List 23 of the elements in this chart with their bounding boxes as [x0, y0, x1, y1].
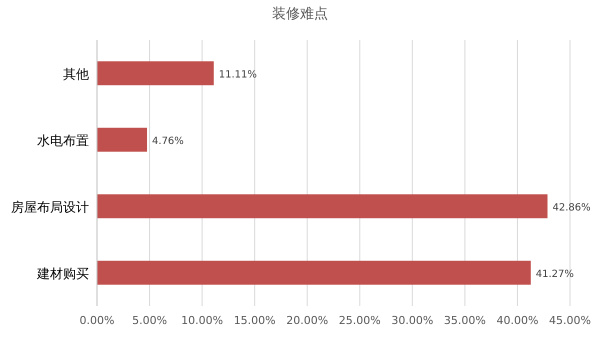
x-tick-label: 20.00% — [286, 314, 328, 327]
bar — [97, 61, 214, 86]
y-tick-label: 房屋布局设计 — [11, 199, 89, 216]
bar — [97, 128, 148, 152]
x-tick-label: 0.00% — [80, 314, 114, 327]
data-label: 4.76% — [152, 136, 184, 147]
chart-title: 装修难点 — [272, 6, 328, 22]
x-tick-label: 15.00% — [234, 314, 276, 327]
data-label: 42.86% — [552, 202, 591, 214]
x-tick-label: 25.00% — [338, 314, 381, 327]
x-tick-label: 45.00% — [549, 314, 591, 327]
x-tick-label: 30.00% — [391, 314, 434, 327]
x-tick-label: 5.00% — [132, 314, 168, 327]
y-tick-label: 建材购买 — [36, 266, 89, 282]
y-tick-label: 水电布置 — [37, 134, 89, 149]
x-tick-label: 35.00% — [444, 314, 486, 327]
y-tick-label: 其他 — [63, 67, 89, 82]
bar — [97, 260, 531, 285]
bar — [97, 194, 548, 218]
x-tick-label: 40.00% — [496, 314, 538, 327]
x-tick-label: 10.00% — [181, 314, 224, 327]
data-label: 41.27% — [536, 268, 574, 280]
data-label: 11.11% — [218, 69, 257, 80]
